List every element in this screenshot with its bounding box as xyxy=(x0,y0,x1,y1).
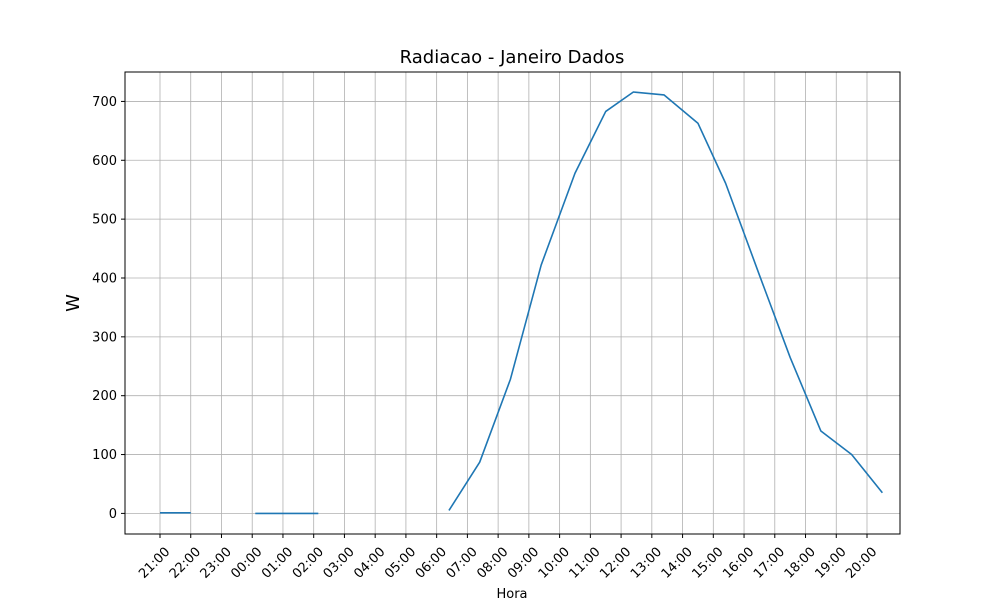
x-tick-label: 09:00 xyxy=(505,545,542,582)
x-tick-label: 16:00 xyxy=(720,545,757,582)
y-tick-label: 400 xyxy=(92,271,117,286)
x-tick-label: 14:00 xyxy=(659,545,696,582)
y-tick-label: 100 xyxy=(92,448,117,463)
x-tick-label: 13:00 xyxy=(628,545,665,582)
x-tick-label: 19:00 xyxy=(812,545,849,582)
x-tick-label: 03:00 xyxy=(321,545,358,582)
x-tick-label: 17:00 xyxy=(751,545,788,582)
chart-title: Radiacao - Janeiro Dados xyxy=(400,47,625,68)
x-tick-label: 22:00 xyxy=(167,545,204,582)
x-tick-label: 11:00 xyxy=(567,545,604,582)
x-tick-label: 08:00 xyxy=(474,545,511,582)
series-line-segment xyxy=(448,91,883,511)
x-tick-label: 21:00 xyxy=(136,545,173,582)
gridlines xyxy=(125,72,900,534)
x-tick-label: 23:00 xyxy=(198,545,235,582)
x-tick-label: 20:00 xyxy=(843,545,880,582)
plot-frame xyxy=(124,71,901,535)
x-axis-ticks: 21:0022:0023:0000:0001:0002:0003:0004:00… xyxy=(136,534,880,582)
series-layer xyxy=(160,91,883,515)
x-tick-label: 07:00 xyxy=(444,545,481,582)
x-tick-label: 00:00 xyxy=(228,545,265,582)
y-tick-label: 500 xyxy=(92,213,117,228)
x-tick-label: 12:00 xyxy=(597,545,634,582)
x-tick-label: 04:00 xyxy=(351,545,388,582)
x-tick-label: 01:00 xyxy=(259,545,296,582)
y-tick-label: 600 xyxy=(92,154,117,169)
y-tick-label: 700 xyxy=(92,95,117,110)
y-tick-label: 200 xyxy=(92,389,117,404)
y-tick-label: 0 xyxy=(109,507,117,522)
x-tick-label: 06:00 xyxy=(413,545,450,582)
x-tick-label: 10:00 xyxy=(536,545,573,582)
x-tick-label: 05:00 xyxy=(382,545,419,582)
x-tick-label: 18:00 xyxy=(782,545,819,582)
y-tick-label: 300 xyxy=(92,330,117,345)
y-axis-ticks: 0 100 200 300 400 500 600 700 xyxy=(92,95,125,522)
y-axis-label: W xyxy=(63,294,84,312)
x-tick-label: 02:00 xyxy=(290,545,327,582)
x-tick-label: 15:00 xyxy=(689,545,726,582)
x-axis-label: Hora xyxy=(496,587,527,600)
